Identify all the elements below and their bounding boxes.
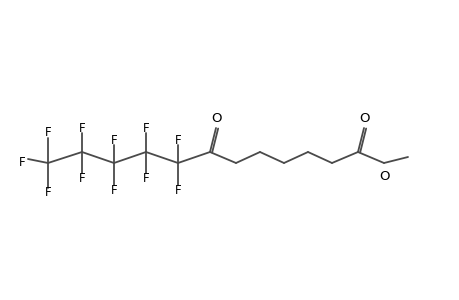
Text: O: O bbox=[211, 112, 222, 125]
Text: O: O bbox=[359, 112, 369, 125]
Text: F: F bbox=[19, 157, 25, 169]
Text: F: F bbox=[111, 184, 117, 196]
Text: F: F bbox=[111, 134, 117, 146]
Text: F: F bbox=[45, 127, 51, 140]
Text: O: O bbox=[379, 170, 389, 184]
Text: F: F bbox=[174, 184, 181, 196]
Text: F: F bbox=[78, 172, 85, 184]
Text: F: F bbox=[78, 122, 85, 134]
Text: F: F bbox=[45, 187, 51, 200]
Text: F: F bbox=[142, 122, 149, 134]
Text: F: F bbox=[142, 172, 149, 184]
Text: F: F bbox=[174, 134, 181, 146]
